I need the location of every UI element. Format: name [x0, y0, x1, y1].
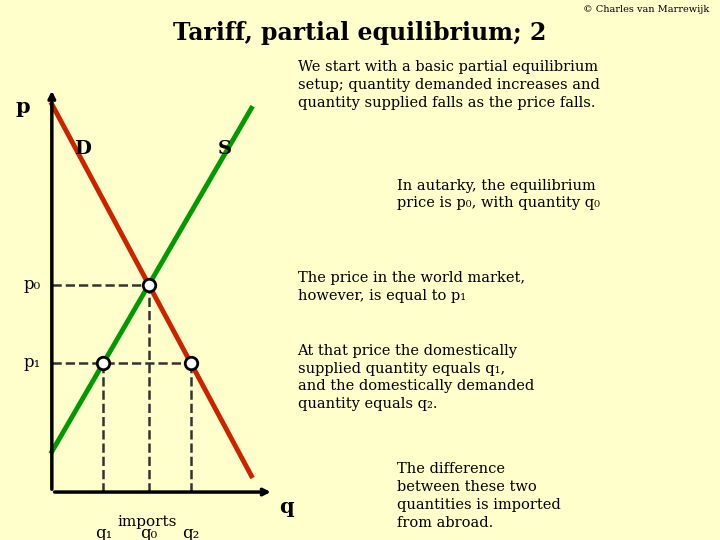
Text: © Charles van Marrewijk: © Charles van Marrewijk	[583, 4, 709, 14]
Text: D: D	[74, 140, 91, 158]
Text: At that price the domestically
supplied quantity equals q₁,
and the domestically: At that price the domestically supplied …	[297, 344, 534, 411]
Text: q₂: q₂	[182, 524, 199, 540]
Text: In autarky, the equilibrium
price is p₀, with quantity q₀: In autarky, the equilibrium price is p₀,…	[397, 179, 600, 211]
Text: S: S	[218, 140, 232, 158]
Text: Tariff, partial equilibrium; 2: Tariff, partial equilibrium; 2	[174, 21, 546, 45]
Text: We start with a basic partial equilibrium
setup; quantity demanded increases and: We start with a basic partial equilibriu…	[297, 60, 600, 110]
Text: The price in the world market,
however, is equal to p₁: The price in the world market, however, …	[297, 271, 525, 303]
Text: imports: imports	[117, 515, 177, 529]
Text: p₀: p₀	[23, 276, 40, 293]
Text: q₀: q₀	[140, 524, 158, 540]
Text: q₁: q₁	[95, 524, 112, 540]
Text: q: q	[279, 497, 294, 517]
Text: The difference
between these two
quantities is imported
from abroad.: The difference between these two quantit…	[397, 462, 561, 530]
Text: p₁: p₁	[23, 354, 40, 372]
Text: p: p	[16, 97, 30, 117]
